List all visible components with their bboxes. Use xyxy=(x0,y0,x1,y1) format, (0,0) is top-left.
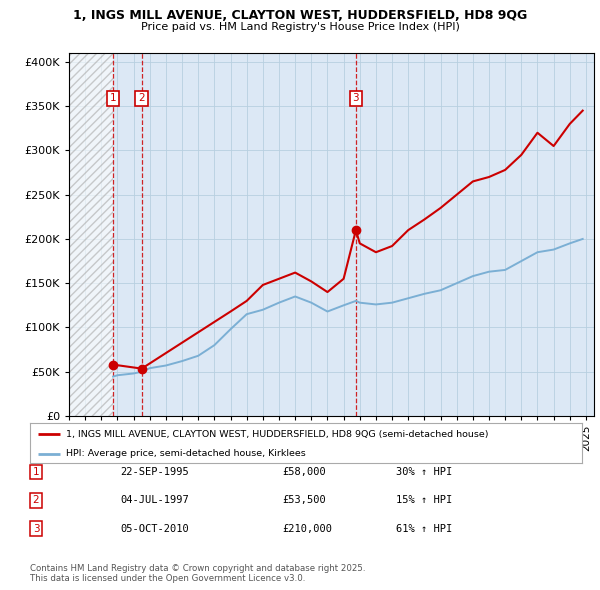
Text: 04-JUL-1997: 04-JUL-1997 xyxy=(120,496,189,505)
Text: 3: 3 xyxy=(353,93,359,103)
Text: 1, INGS MILL AVENUE, CLAYTON WEST, HUDDERSFIELD, HD8 9QG (semi-detached house): 1, INGS MILL AVENUE, CLAYTON WEST, HUDDE… xyxy=(66,430,488,439)
Text: 1: 1 xyxy=(32,467,40,477)
Text: 61% ↑ HPI: 61% ↑ HPI xyxy=(396,524,452,533)
Text: 2: 2 xyxy=(32,496,40,505)
Text: Contains HM Land Registry data © Crown copyright and database right 2025.
This d: Contains HM Land Registry data © Crown c… xyxy=(30,563,365,583)
Text: 3: 3 xyxy=(32,524,40,533)
Text: HPI: Average price, semi-detached house, Kirklees: HPI: Average price, semi-detached house,… xyxy=(66,449,305,458)
Text: Price paid vs. HM Land Registry's House Price Index (HPI): Price paid vs. HM Land Registry's House … xyxy=(140,22,460,32)
Text: £58,000: £58,000 xyxy=(282,467,326,477)
Text: £210,000: £210,000 xyxy=(282,524,332,533)
Text: 1: 1 xyxy=(110,93,116,103)
Text: 2: 2 xyxy=(139,93,145,103)
Text: 30% ↑ HPI: 30% ↑ HPI xyxy=(396,467,452,477)
Text: £53,500: £53,500 xyxy=(282,496,326,505)
Text: 15% ↑ HPI: 15% ↑ HPI xyxy=(396,496,452,505)
Text: 1, INGS MILL AVENUE, CLAYTON WEST, HUDDERSFIELD, HD8 9QG: 1, INGS MILL AVENUE, CLAYTON WEST, HUDDE… xyxy=(73,9,527,22)
Text: 05-OCT-2010: 05-OCT-2010 xyxy=(120,524,189,533)
Text: 22-SEP-1995: 22-SEP-1995 xyxy=(120,467,189,477)
